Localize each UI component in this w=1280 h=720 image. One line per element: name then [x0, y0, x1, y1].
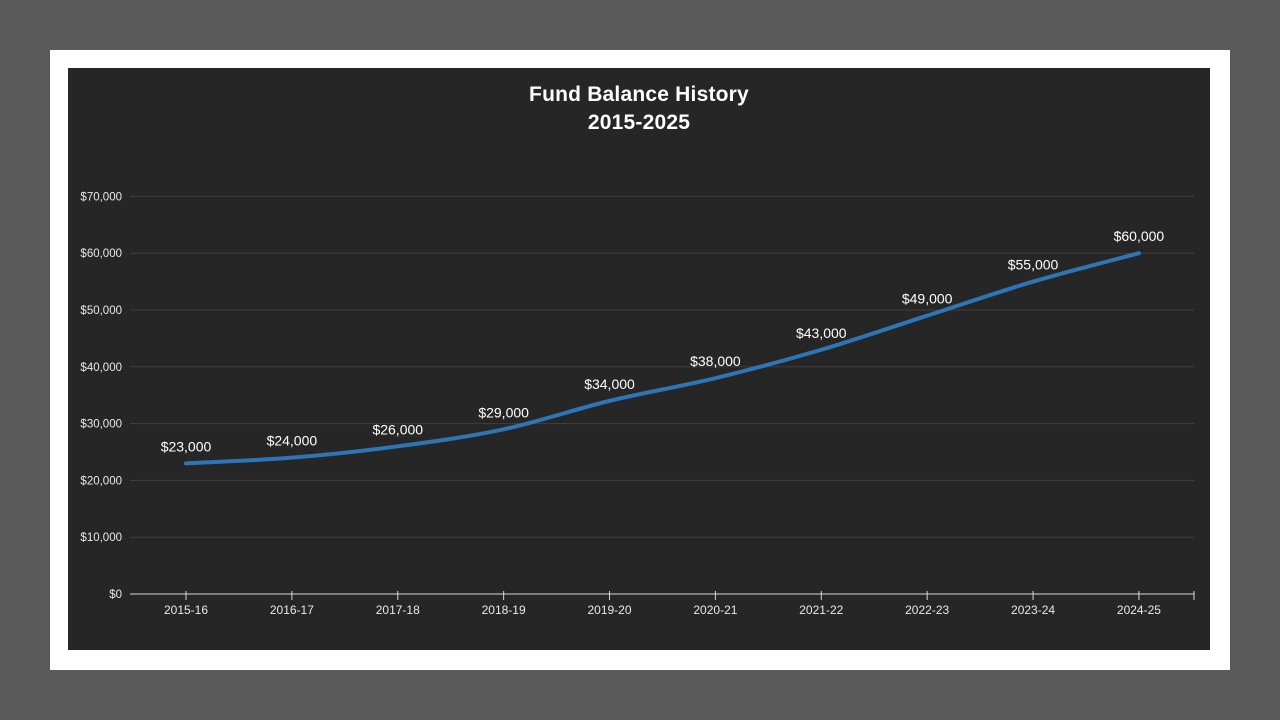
- data-label: $29,000: [478, 404, 529, 420]
- data-label: $38,000: [690, 353, 741, 369]
- x-axis-tick-label: 2023-24: [1011, 603, 1055, 617]
- x-axis-tick-label: 2018-19: [482, 603, 526, 617]
- x-axis-tick-label: 2017-18: [376, 603, 420, 617]
- x-axis-tick-label: 2021-22: [799, 603, 843, 617]
- plot-svg: $0 $10,000 $20,000 $30,000 $40,000 $50,000 $60…: [80, 191, 1195, 617]
- x-axis-tick-label: 2022-23: [905, 603, 949, 617]
- data-label: $43,000: [796, 325, 847, 341]
- data-label: $26,000: [372, 421, 423, 437]
- x-axis-tick-label: 2019-20: [587, 603, 631, 617]
- slide-canvas: Fund Balance History 2015-2025 $0 $10,000…: [50, 50, 1230, 670]
- x-axis-tick-label: 2016-17: [270, 603, 314, 617]
- data-label: $24,000: [267, 433, 318, 449]
- y-axis-tick-label: $40,000: [80, 362, 122, 374]
- data-label: $34,000: [584, 376, 635, 392]
- y-axis-tick-label: $10,000: [80, 532, 122, 544]
- x-axis-tick-label: 2024-25: [1117, 603, 1161, 617]
- data-label: $55,000: [1008, 257, 1059, 273]
- y-axis-tick-label: $50,000: [80, 305, 122, 317]
- y-axis-tick-label: $30,000: [80, 419, 122, 431]
- y-axis-tick-label: $0: [109, 589, 122, 601]
- data-label: $49,000: [902, 291, 953, 307]
- data-label: $60,000: [1114, 228, 1165, 244]
- chart-title: Fund Balance History 2015-2025: [68, 81, 1210, 137]
- x-axis-tick-label: 2020-21: [693, 603, 737, 617]
- y-axis-tick-label: $20,000: [80, 475, 122, 487]
- data-label: $23,000: [161, 438, 212, 454]
- chart-title-line1: Fund Balance History: [529, 83, 749, 106]
- chart-title-line2: 2015-2025: [587, 111, 691, 134]
- fund-balance-chart[interactable]: Fund Balance History 2015-2025 $0 $10,000…: [68, 68, 1210, 650]
- fund-balance-series-line: [184, 251, 1141, 466]
- x-axis-tick-label: 2015-16: [164, 603, 208, 617]
- y-axis-tick-label: $60,000: [80, 248, 122, 260]
- y-axis-tick-label: $70,000: [80, 191, 122, 203]
